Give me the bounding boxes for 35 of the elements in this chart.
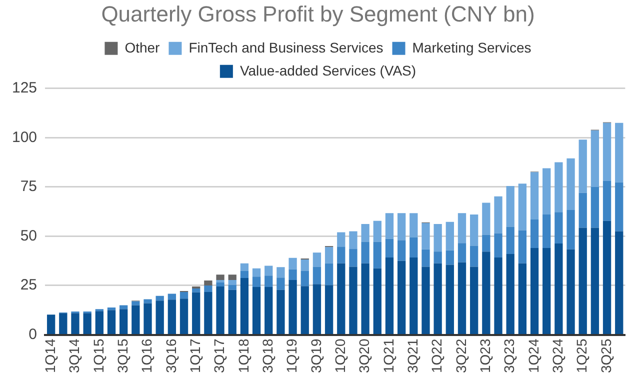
- x-tick-label: 1Q25: [574, 338, 590, 373]
- x-tick-label: 1Q15: [90, 338, 106, 373]
- y-tick-label: 0: [28, 326, 38, 343]
- chart-title: Quarterly Gross Profit by Segment (CNY bn): [101, 1, 535, 26]
- legend-label: FinTech and Business Services: [188, 39, 384, 56]
- legend-label: Other: [124, 39, 160, 56]
- y-tick-label: 100: [12, 128, 38, 146]
- y-tick-label: 125: [12, 80, 38, 97]
- x-tick-label: 1Q24: [525, 338, 542, 373]
- x-tick-label: 3Q18: [259, 338, 276, 373]
- x-tick-label: 1Q20: [332, 338, 348, 373]
- legend-label: Value-added Services (VAS): [240, 62, 416, 78]
- x-tick-label: 3Q22: [452, 338, 469, 373]
- y-tick-label: 50: [20, 227, 38, 244]
- x-tick-label: 3Q17: [211, 338, 228, 373]
- x-tick-label: 1Q14: [42, 338, 58, 373]
- y-tick-label: 75: [20, 178, 38, 196]
- x-tick-label: 3Q23: [501, 338, 518, 373]
- x-tick-label: 1Q18: [235, 338, 252, 373]
- x-tick-label: 1Q19: [284, 338, 300, 373]
- legend-label: Marketing Services: [412, 39, 532, 56]
- x-tick-label: 3Q19: [308, 338, 324, 373]
- x-tick-label: 3Q25: [598, 338, 614, 373]
- x-tick-label: 1Q21: [380, 338, 396, 373]
- x-tick-label: 3Q14: [66, 338, 82, 373]
- x-tick-label: 1Q22: [428, 338, 445, 373]
- x-tick-label: 1Q23: [477, 338, 494, 373]
- y-tick-label: 25: [20, 276, 38, 294]
- x-tick-label: 3Q16: [162, 338, 179, 373]
- x-tick-label: 3Q21: [404, 338, 421, 373]
- x-tick-label: 1Q16: [138, 338, 155, 373]
- x-tick-label: 1Q17: [186, 338, 203, 373]
- x-tick-label: 3Q20: [356, 338, 372, 373]
- x-tick-label: 3Q15: [114, 338, 130, 373]
- x-tick-label: 3Q24: [550, 338, 566, 373]
